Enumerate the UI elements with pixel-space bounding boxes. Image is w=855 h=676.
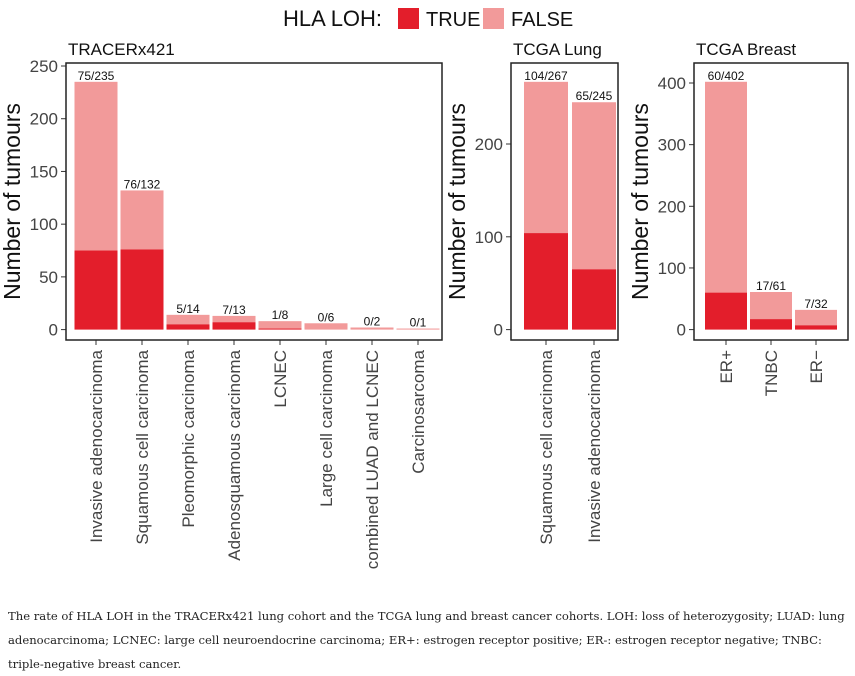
panel-3: TCGA Breast Number of tumours 0 100 200 300 40… — [627, 40, 849, 396]
y-tick-label: 200 — [658, 197, 686, 216]
x-tick-label: Squamous cell carcinoma — [133, 349, 152, 544]
panel-frame — [510, 62, 619, 341]
x-tick-label: ER− — [807, 350, 826, 384]
bar-label: 0/2 — [364, 314, 381, 328]
x-tick-label: combined LUAD and LCNEC — [363, 350, 382, 569]
x-tick-label: Squamous cell carcinoma — [537, 349, 556, 544]
bar-false — [396, 328, 440, 330]
legend-label-false: FALSE — [511, 9, 573, 31]
legend-swatch-true — [398, 8, 419, 29]
bar-label: 1/8 — [272, 308, 289, 322]
bar-false — [74, 81, 118, 251]
panel-2: TCGA Lung Number of tumours 0 100 200 104/267… — [444, 40, 619, 545]
bar-label: 104/267 — [524, 69, 568, 83]
bar-false — [705, 81, 747, 293]
bar-true — [524, 233, 568, 330]
x-tick-label: Adenosquamous carcinoma — [225, 349, 244, 560]
bar-label: 0/1 — [410, 316, 427, 330]
y-tick-label: 100 — [658, 259, 686, 278]
bar-true — [212, 322, 256, 330]
bar-label: 0/6 — [318, 310, 335, 324]
y-axis-label: Number of tumours — [627, 103, 653, 300]
bar-false — [212, 315, 256, 323]
panel-title: TCGA Breast — [696, 40, 796, 59]
y-tick-label: 250 — [30, 57, 58, 76]
x-tick-label: Invasive adenocarcinoma — [87, 349, 106, 542]
bar-true — [750, 319, 792, 330]
panel-frame — [65, 62, 443, 341]
y-axis-label: Number of tumours — [0, 103, 25, 300]
panel-1: TRACERx421 Number of tumours 0 50 100 150 200 2… — [0, 40, 443, 569]
bar-false — [795, 309, 837, 326]
bar-true — [795, 325, 837, 330]
legend-title: HLA LOH: — [283, 6, 382, 31]
bar-false — [350, 327, 394, 330]
y-tick-label: 100 — [30, 215, 58, 234]
y-tick-label: 0 — [494, 321, 503, 340]
legend-label-true: TRUE — [426, 9, 480, 31]
x-tick-label: Carcinosarcoma — [409, 349, 428, 473]
panel-title: TRACERx421 — [68, 40, 175, 59]
bar-label: 7/13 — [222, 303, 246, 317]
bar-true — [572, 269, 616, 330]
y-tick-label: 150 — [30, 162, 58, 181]
y-tick-label: 50 — [39, 268, 58, 287]
bar-false — [166, 314, 210, 325]
bar-true — [258, 328, 302, 330]
y-tick-label: 100 — [475, 228, 503, 247]
bar-true — [74, 250, 118, 330]
panel-title: TCGA Lung — [513, 40, 602, 59]
bar-true — [166, 324, 210, 330]
bar-false — [572, 102, 616, 270]
y-tick-label: 200 — [475, 135, 503, 154]
y-tick-label: 200 — [30, 110, 58, 129]
bar-false — [524, 81, 568, 234]
bar-label: 17/61 — [756, 279, 786, 293]
legend-swatch-false — [483, 8, 504, 29]
y-axis-label: Number of tumours — [444, 103, 470, 300]
bar-false — [750, 291, 792, 320]
legend: HLA LOH: TRUE FALSE — [283, 6, 573, 31]
y-tick-label: 400 — [658, 74, 686, 93]
x-tick-label: Invasive adenocarcinoma — [585, 349, 604, 542]
bar-true — [705, 292, 747, 330]
bar-label: 7/32 — [804, 297, 828, 311]
bar-false — [304, 323, 348, 330]
x-tick-label: ER+ — [717, 350, 736, 384]
figure-caption: The rate of HLA LOH in the TRACERx421 lu… — [8, 609, 845, 671]
bar-label: 60/402 — [708, 69, 745, 83]
y-tick-label: 300 — [658, 136, 686, 155]
y-tick-label: 0 — [677, 321, 686, 340]
bar-label: 65/245 — [576, 89, 613, 103]
bar-label: 75/235 — [78, 69, 115, 83]
bar-false — [258, 321, 302, 329]
bar-label: 5/14 — [176, 302, 200, 316]
bar-label: 76/132 — [124, 177, 161, 191]
x-tick-label: Large cell carcinoma — [317, 349, 336, 506]
bar-false — [120, 190, 164, 250]
x-tick-label: Pleomorphic carcinoma — [179, 349, 198, 527]
y-tick-label: 0 — [49, 321, 58, 340]
x-tick-label: TNBC — [762, 350, 781, 396]
panel-frame — [693, 62, 849, 341]
x-tick-label: LCNEC — [271, 350, 290, 408]
bar-true — [120, 249, 164, 330]
chart-figure: HLA LOH: TRUE FALSE TRACERx421 Number of tum… — [0, 6, 849, 569]
